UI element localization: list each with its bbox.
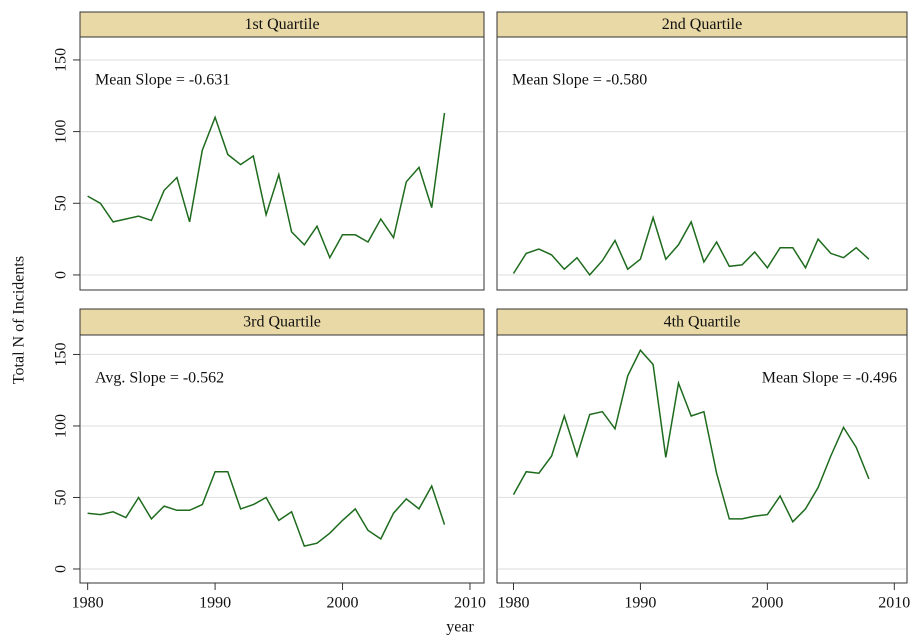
- panel-title: 3rd Quartile: [243, 314, 321, 331]
- x-tick-label: 2000: [751, 595, 783, 612]
- annotation: Mean Slope = -0.580: [512, 72, 647, 89]
- x-tick-label: 1990: [624, 595, 656, 612]
- x-tick-label: 1980: [498, 595, 530, 612]
- panel-title: 2nd Quartile: [662, 16, 742, 33]
- strip: [496, 308, 908, 336]
- x-axis-title: year: [446, 619, 474, 636]
- plot-frame: [496, 36, 908, 291]
- plot-frame: [79, 334, 485, 584]
- x-tick-label: 2000: [327, 595, 359, 612]
- y-tick-label: 0: [53, 565, 70, 573]
- data-line: [87, 112, 446, 260]
- y-tick-label: 150: [53, 342, 70, 366]
- y-tick-label: 100: [53, 414, 70, 438]
- y-tick-label: 150: [53, 48, 70, 72]
- annotation: Mean Slope = -0.631: [95, 72, 230, 89]
- panel-title: 4th Quartile: [664, 314, 741, 331]
- y-tick-label: 0: [53, 271, 70, 279]
- y-axis-title: Total N of Incidents: [11, 256, 28, 384]
- strip: [79, 11, 485, 38]
- data-line: [87, 470, 446, 547]
- annotation: Avg. Slope = -0.562: [95, 370, 224, 387]
- x-tick-label: 1990: [199, 595, 231, 612]
- x-tick-label: 2010: [878, 595, 910, 612]
- annotation: Mean Slope = -0.496: [762, 370, 897, 387]
- data-line: [512, 348, 870, 524]
- y-tick-label: 100: [53, 120, 70, 144]
- panel-title: 1st Quartile: [244, 16, 319, 33]
- data-line: [512, 215, 870, 277]
- plot-frame: [79, 36, 485, 291]
- plot-frame: [496, 334, 908, 584]
- x-tick-label: 2010: [454, 595, 486, 612]
- y-tick-label: 50: [53, 195, 70, 211]
- y-tick-label: 50: [53, 489, 70, 505]
- x-tick-label: 1980: [72, 595, 104, 612]
- strip: [79, 308, 485, 336]
